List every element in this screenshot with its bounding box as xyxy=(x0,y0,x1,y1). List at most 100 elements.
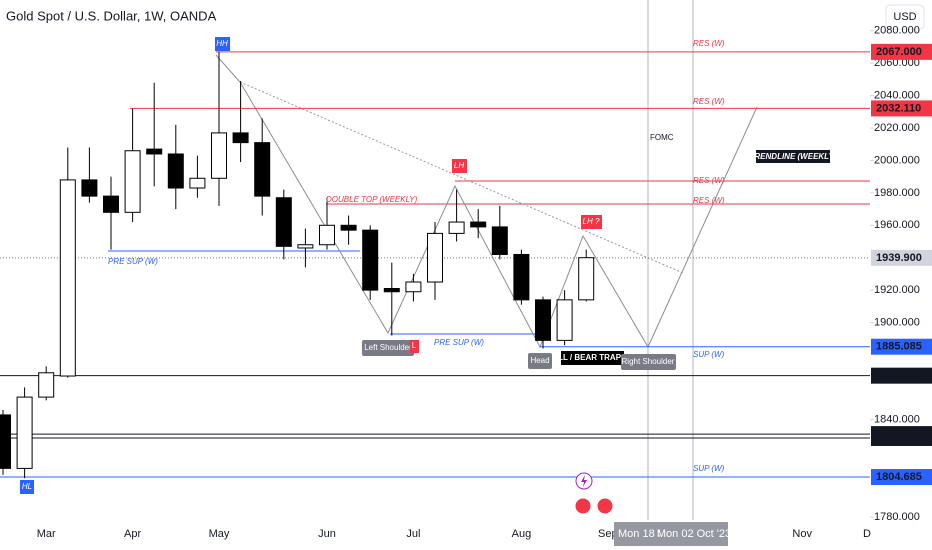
level-label-box xyxy=(871,43,932,60)
annotation: PRE SUP (W) xyxy=(108,257,158,266)
annotation: Right Shoulder xyxy=(622,357,675,366)
x-tick-label: Apr xyxy=(124,528,141,540)
annotation: LH xyxy=(454,161,464,170)
y-tick-label: 1780.000 xyxy=(874,511,920,523)
annotation: RES (W) xyxy=(693,97,725,106)
candle-body xyxy=(189,177,206,189)
label-box xyxy=(561,351,624,365)
event-icon[interactable] xyxy=(596,497,614,515)
currency-button[interactable] xyxy=(885,4,925,30)
y-tick-label: 2080.000 xyxy=(874,25,920,37)
candle-body xyxy=(319,224,335,246)
candle-body xyxy=(232,132,249,144)
annotations: HH RES (W) RES (W) FOMC TRENDLINE (WEEKL… xyxy=(20,37,837,494)
candle-body xyxy=(405,281,422,293)
label-box xyxy=(621,354,676,370)
currency[interactable]: USD xyxy=(893,11,916,23)
crosshair-clip: Mon 18 Se xyxy=(618,528,671,540)
level-label: 1939.900 xyxy=(876,252,922,264)
annotation: LH ? xyxy=(583,217,600,226)
candle-body xyxy=(491,226,508,255)
candle-body xyxy=(124,150,141,213)
candle-body xyxy=(578,257,595,301)
chart-title: Gold Spot / U.S. Dollar, 1W, OANDA xyxy=(6,8,217,23)
annotation: RES (W) xyxy=(693,39,725,48)
annotation: Head xyxy=(530,356,549,365)
layer xyxy=(870,30,874,518)
y-tick-label: 1960.000 xyxy=(874,219,920,231)
crosshair-label: Mon 18 Se xyxy=(618,528,671,540)
annotation: HL xyxy=(22,482,32,491)
event-icon-glyph xyxy=(581,475,587,487)
level-label: 2032.110 xyxy=(876,102,921,114)
annotation: PRE SUP (W) xyxy=(434,338,484,347)
candle-body xyxy=(254,142,271,197)
candle-body xyxy=(340,224,357,231)
trend-line xyxy=(239,81,684,274)
crosshair-label-box xyxy=(660,522,728,546)
y-tick-label: 1980.000 xyxy=(874,187,920,199)
annotation: LL / BEAR TRAP? xyxy=(558,353,626,362)
label-box xyxy=(756,150,830,163)
y-tick-label: 2040.000 xyxy=(874,90,920,102)
candle-body xyxy=(383,288,400,293)
candle-body xyxy=(211,132,227,179)
candle-body xyxy=(38,372,55,398)
candle-body xyxy=(535,299,551,341)
label-box xyxy=(452,159,467,173)
candle-body xyxy=(275,197,292,247)
crosshair-label: Mon 02 Oct '23 xyxy=(657,528,731,540)
x-tick-label: Aug xyxy=(512,528,532,540)
x-tick-label: Nov xyxy=(792,528,812,540)
annotation: DOUBLE TOP (WEEKLY) xyxy=(326,195,418,204)
candle-body xyxy=(297,244,314,249)
x-tick-label: Sep xyxy=(598,528,618,540)
x-tick-label: Mar xyxy=(37,528,56,540)
level-label: 1885.085 xyxy=(876,341,922,353)
label-box xyxy=(528,353,552,369)
y-tick-label: 2000.000 xyxy=(874,154,920,166)
y-tick-label: 1920.000 xyxy=(874,284,920,296)
annotation: RES (W) xyxy=(693,176,725,185)
candle-body xyxy=(427,232,443,283)
level-label: 2067.000 xyxy=(876,46,922,58)
level-label-box xyxy=(871,249,932,266)
candle-body xyxy=(59,179,76,377)
candle-body xyxy=(448,221,465,234)
pattern-line xyxy=(215,54,758,349)
level-label-box xyxy=(871,469,932,486)
candle-body xyxy=(556,299,573,341)
event-icon[interactable] xyxy=(574,497,592,515)
annotation: FOMC xyxy=(650,133,674,142)
label-box xyxy=(215,37,230,51)
candle-body xyxy=(0,414,11,469)
candle-body xyxy=(362,229,379,291)
annotation: HH xyxy=(216,39,228,48)
annotation: SUP (W) xyxy=(693,350,725,359)
level-label-box xyxy=(871,338,932,355)
level-label-box xyxy=(871,100,932,117)
y-tick-label: 2060.000 xyxy=(874,57,920,69)
label-box xyxy=(362,340,414,356)
annotation: Left Shoulder xyxy=(364,343,412,352)
candle-body xyxy=(16,396,33,469)
level-label-box xyxy=(871,429,932,446)
y-tick-label: 1900.000 xyxy=(874,316,920,328)
level-label: 1828.775 xyxy=(876,432,922,444)
candle-body xyxy=(146,148,163,155)
level-label: 1867.220 xyxy=(876,370,922,382)
crosshair-label-box xyxy=(614,522,660,546)
x-tick-label: Jun xyxy=(318,528,336,540)
y-tick-label: 1840.000 xyxy=(874,414,920,426)
level-label: 1804.685 xyxy=(876,471,922,483)
candle-body xyxy=(81,179,98,197)
candle-body xyxy=(103,195,119,213)
x-tick-label: May xyxy=(209,528,230,540)
level-label-box xyxy=(871,367,932,384)
candle-body xyxy=(513,253,530,301)
candle-body xyxy=(167,153,184,189)
label-box xyxy=(410,340,419,353)
candle-body xyxy=(470,221,487,228)
label-box xyxy=(20,480,34,494)
